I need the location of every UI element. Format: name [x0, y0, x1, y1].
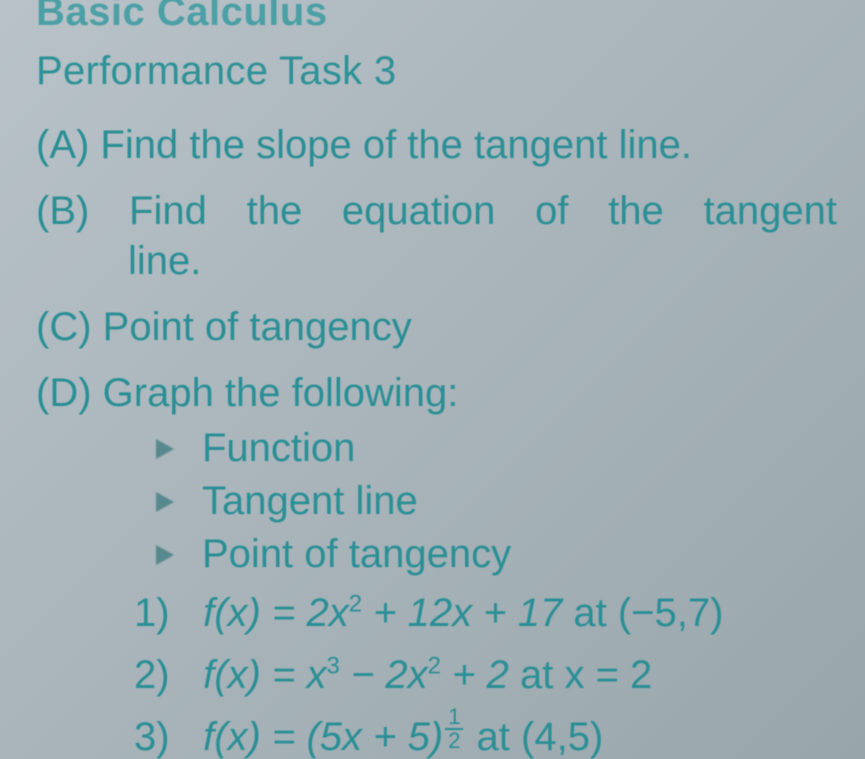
eq-sup: 2 — [349, 591, 362, 618]
bullet-point-tangency: Point of tangency — [156, 532, 837, 577]
part-b-w5: the — [608, 186, 664, 236]
eq-lhs: f(x) = x — [203, 653, 326, 697]
bullet-label: Point of tangency — [202, 532, 511, 577]
eq-mid: − 2x — [340, 653, 428, 697]
task-title: Performance Task 3 — [36, 49, 837, 94]
bullet-label: Function — [202, 426, 355, 471]
bullet-function: Function — [156, 426, 837, 471]
equation-2: 2) f(x) = x3 − 2x2 + 2 at x = 2 — [134, 649, 837, 701]
frac-num: 1 — [445, 706, 463, 730]
part-a: (A) Find the slope of the tangent line. — [36, 120, 837, 170]
equation-3: 3) f(x) = (5x + 5)12 at (4,5) — [134, 711, 837, 759]
equation-list: 1) f(x) = 2x2 + 12x + 17 at (−5,7) 2) f(… — [36, 587, 837, 759]
part-b-w4: of — [535, 186, 568, 236]
eq-lhs: f(x) = 2x — [203, 591, 349, 635]
eq-mid: + 12x + 17 — [362, 591, 573, 635]
frac-den: 2 — [445, 730, 463, 752]
part-b-w0: (B) — [36, 186, 89, 236]
part-c: (C) Point of tangency — [36, 302, 837, 352]
arrow-icon — [156, 492, 174, 512]
part-b-w6: tangent — [704, 186, 837, 236]
equation-1: 1) f(x) = 2x2 + 12x + 17 at (−5,7) — [134, 587, 837, 639]
eq-sup: 3 — [326, 653, 339, 680]
eq-sup: 2 — [428, 653, 441, 680]
bullet-list: Function Tangent line Point of tangency — [36, 426, 837, 577]
bullet-label: Tangent line — [202, 479, 418, 524]
part-b-line2: line. — [36, 236, 837, 286]
eq-tail: at x = 2 — [520, 653, 652, 697]
part-b: (B) Find the equation of the tangent lin… — [36, 186, 837, 286]
arrow-icon — [156, 545, 174, 565]
arrow-icon — [156, 439, 174, 459]
part-b-w2: the — [247, 186, 303, 236]
eq-number: 3) — [134, 711, 192, 759]
eq-number: 2) — [134, 649, 192, 701]
eq-fraction: 12 — [445, 706, 463, 752]
eq-number: 1) — [134, 587, 192, 639]
part-d: (D) Graph the following: — [36, 368, 837, 418]
part-b-w3: equation — [342, 186, 495, 236]
part-b-w1: Find — [129, 186, 207, 236]
eq-tail: at (−5,7) — [573, 591, 723, 635]
eq-mid: + 2 — [441, 653, 520, 697]
eq-lhs: f(x) = (5x + 5) — [203, 715, 443, 759]
bullet-tangent-line: Tangent line — [156, 479, 837, 524]
course-title: Basic Calculus — [36, 0, 837, 35]
eq-tail: at (4,5) — [465, 715, 603, 759]
